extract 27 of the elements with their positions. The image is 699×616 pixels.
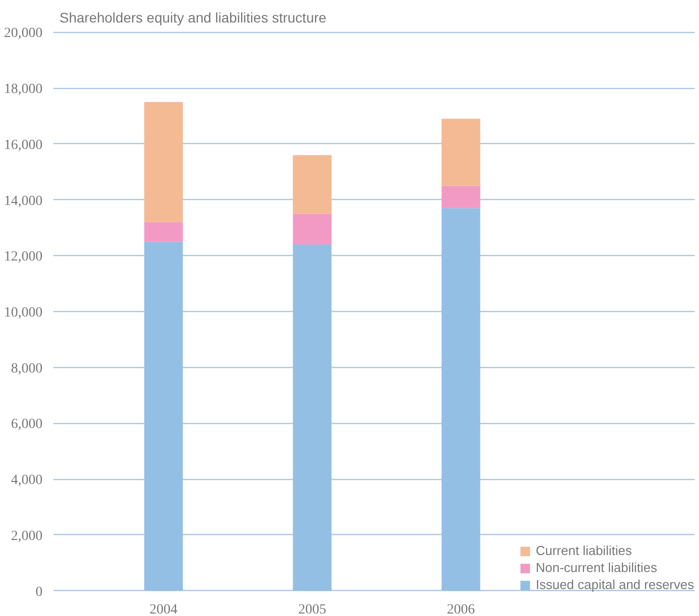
y-tick-label: 0 (36, 584, 42, 600)
bar (442, 186, 480, 208)
bar (442, 208, 480, 591)
bar (144, 242, 183, 591)
y-tick-label: 6,000 (11, 417, 42, 432)
chart-title: Shareholders equity and liabilities structure (60, 10, 327, 26)
y-tick-label: 8,000 (11, 361, 42, 376)
y-tick-label: 16,000 (4, 138, 42, 153)
x-tick-label: 2006 (446, 602, 475, 616)
x-tick-label: 2004 (150, 602, 178, 616)
y-tick-label: 10,000 (4, 306, 42, 320)
bar (292, 214, 332, 244)
legend-label: Current liabilities (536, 543, 632, 558)
bar (292, 244, 332, 591)
legend-label: Issued capital and reserves (536, 577, 694, 592)
y-tick-label: 12,000 (4, 250, 42, 265)
legend-label: Non-current liabilities (536, 560, 658, 575)
bar (442, 118, 480, 186)
y-tick-label: 20,000 (4, 26, 42, 42)
x-tick-label: 2005 (298, 602, 326, 616)
bar (292, 155, 332, 214)
y-tick-label: 2,000 (11, 528, 42, 544)
y-tick-label: 14,000 (4, 194, 42, 209)
bar (144, 102, 183, 222)
y-tick-label: 4,000 (11, 473, 42, 488)
bar (144, 222, 183, 242)
y-tick-label: 18,000 (4, 82, 42, 98)
